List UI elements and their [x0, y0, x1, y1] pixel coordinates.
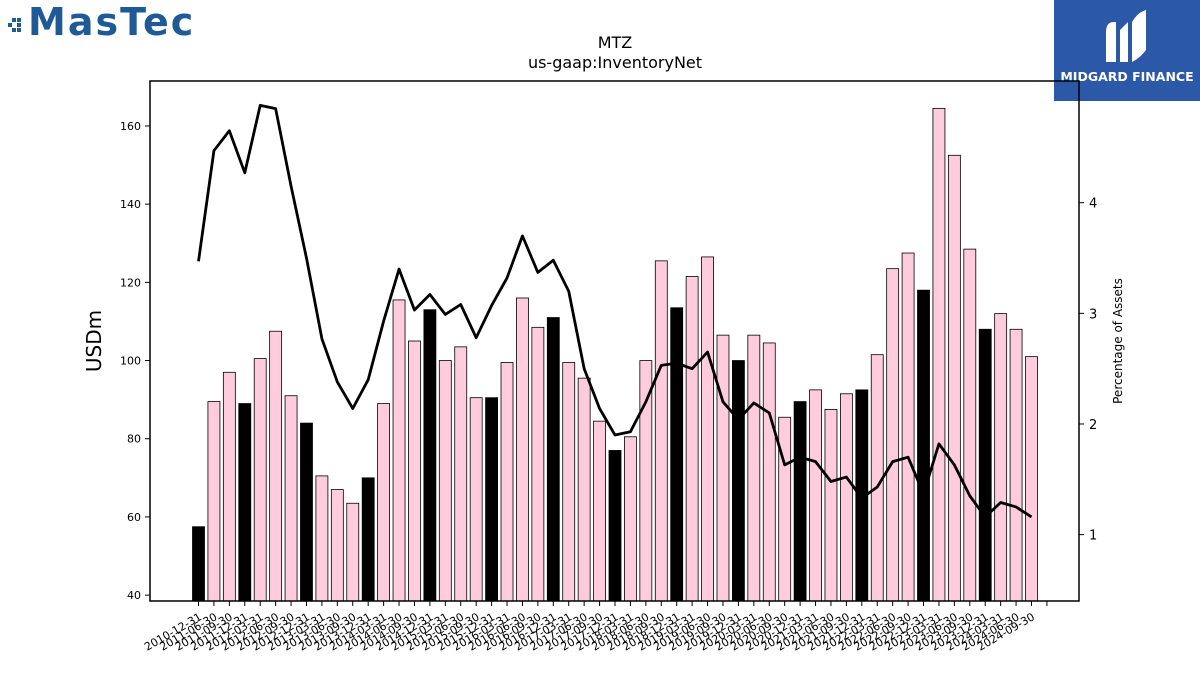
bar-2022-03-31: [886, 268, 900, 602]
bar-2019-06-30: [716, 334, 730, 602]
bar-2021-03-31: [824, 409, 838, 602]
bar-2014-03-31: [392, 299, 406, 602]
x-axis: 2010-12-312011-06-302011-09-302011-12-31…: [142, 601, 1048, 654]
left-tick-label: 100: [120, 355, 141, 368]
bar-2013-09-30: [361, 477, 375, 602]
bar-2024-06-30: [1025, 356, 1038, 602]
bar-2023-03-31: [947, 154, 961, 602]
bar-2017-03-31: [577, 377, 591, 602]
chart-subtitle: us-gaap:InventoryNet: [528, 53, 702, 72]
bar-2020-12-31: [809, 389, 822, 602]
bar-2020-06-30: [778, 416, 792, 602]
line-series: [197, 103, 1033, 519]
left-tick-label: 140: [120, 198, 141, 211]
bar-2022-06-30: [901, 252, 915, 602]
bar-2016-12-31: [562, 362, 576, 602]
left-tick-label: 60: [127, 511, 141, 524]
left-tick-label: 120: [120, 276, 141, 289]
bar-2020-09-30: [793, 401, 807, 602]
midgard-logo-text: MIDGARD FINANCE: [1060, 69, 1194, 84]
y2-axis-label: Percentage of Assets: [1111, 278, 1125, 404]
bar-2022-09-30: [917, 289, 930, 602]
bar-2013-12-31: [377, 403, 391, 602]
bar-2015-12-31: [500, 362, 514, 602]
right-tick-label: 4: [1089, 197, 1097, 212]
left-axis: 40 60 80 100 120 140 160: [120, 120, 150, 602]
mastec-logo-mark: [8, 18, 21, 32]
bar-2012-09-30: [300, 422, 313, 602]
bar-2015-06-30: [469, 397, 483, 602]
bar-2014-09-30: [423, 309, 437, 602]
bar-2014-06-30: [408, 340, 421, 602]
bar-2018-03-31: [639, 360, 653, 602]
bar-2015-03-31: [454, 346, 468, 602]
asset-percentage-line: [197, 103, 1033, 519]
chart-title: MTZ: [598, 33, 633, 52]
bar-2023-12-31: [994, 313, 1008, 602]
bar-2012-03-31: [269, 330, 283, 602]
bar-2011-12-31: [253, 358, 267, 602]
bar-2022-12-31: [932, 107, 946, 602]
bar-series: [192, 107, 1038, 602]
mastec-logo-text: MasTec: [28, 0, 196, 44]
bar-2017-09-30: [608, 450, 622, 602]
bar-2012-12-31: [315, 475, 329, 602]
bar-2021-06-30: [839, 393, 853, 602]
left-tick-label: 80: [127, 433, 141, 446]
bar-2019-12-31: [747, 334, 761, 602]
right-axis: 1 2 3 4: [1079, 197, 1097, 544]
bar-2023-06-30: [963, 248, 977, 602]
bar-2017-12-31: [624, 436, 637, 602]
bar-2010-12-31: [192, 526, 205, 602]
bar-2014-12-31: [438, 360, 452, 602]
bar-2011-03-31: [207, 401, 221, 602]
bar-2015-09-30: [485, 397, 498, 602]
bar-2012-06-30: [284, 395, 298, 602]
bar-2011-06-30: [222, 371, 236, 602]
bar-2018-06-30: [654, 260, 668, 602]
left-tick-label: 40: [127, 589, 141, 602]
bar-2020-03-31: [762, 342, 776, 602]
bar-2019-03-31: [701, 256, 714, 602]
bar-2011-09-30: [238, 403, 252, 602]
left-tick-label: 160: [120, 120, 141, 133]
bar-2024-03-31: [1009, 328, 1023, 602]
bar-2019-09-30: [732, 360, 745, 602]
bar-2016-03-31: [516, 297, 529, 602]
bar-2018-09-30: [670, 307, 684, 602]
bar-2016-09-30: [546, 317, 560, 602]
bar-2016-06-30: [531, 326, 545, 602]
mastec-logo: MasTec: [8, 2, 193, 44]
right-tick-label: 3: [1089, 307, 1097, 322]
bar-2018-12-31: [685, 276, 699, 602]
right-tick-label: 2: [1089, 418, 1097, 433]
bar-2013-03-31: [330, 489, 344, 602]
bar-2013-06-30: [346, 502, 360, 602]
bar-2023-09-30: [978, 328, 992, 602]
right-tick-label: 1: [1089, 529, 1097, 544]
bar-2017-06-30: [593, 420, 606, 602]
y-axis-label: USDm: [82, 310, 106, 372]
midgard-logo-mark: [1106, 10, 1146, 62]
